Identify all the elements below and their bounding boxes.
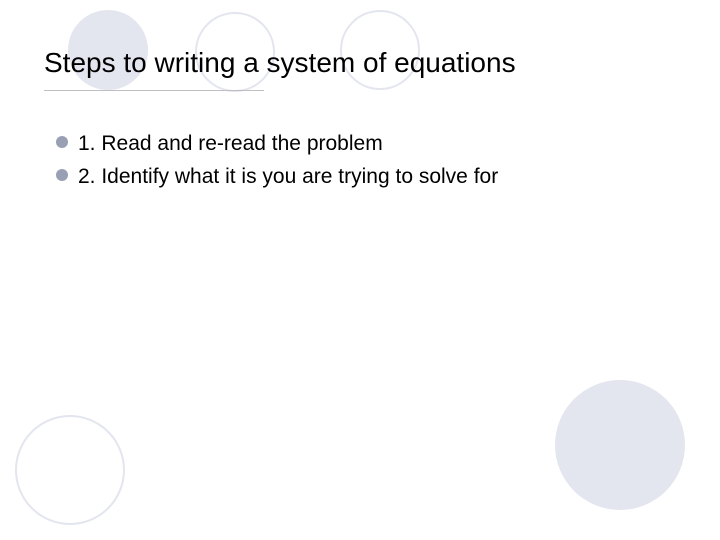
bullet-icon bbox=[56, 136, 68, 148]
slide-title: Steps to writing a system of equations bbox=[44, 46, 676, 88]
bullet-icon bbox=[56, 169, 68, 181]
content-list: 1. Read and re-read the problem 2. Ident… bbox=[56, 130, 656, 197]
decorative-circle bbox=[555, 380, 685, 510]
decorative-circle bbox=[15, 415, 125, 525]
title-underline bbox=[44, 90, 264, 91]
list-item: 1. Read and re-read the problem bbox=[56, 130, 656, 157]
title-block: Steps to writing a system of equations bbox=[44, 46, 676, 91]
list-item-text: 2. Identify what it is you are trying to… bbox=[78, 163, 498, 190]
list-item-text: 1. Read and re-read the problem bbox=[78, 130, 383, 157]
list-item: 2. Identify what it is you are trying to… bbox=[56, 163, 656, 190]
